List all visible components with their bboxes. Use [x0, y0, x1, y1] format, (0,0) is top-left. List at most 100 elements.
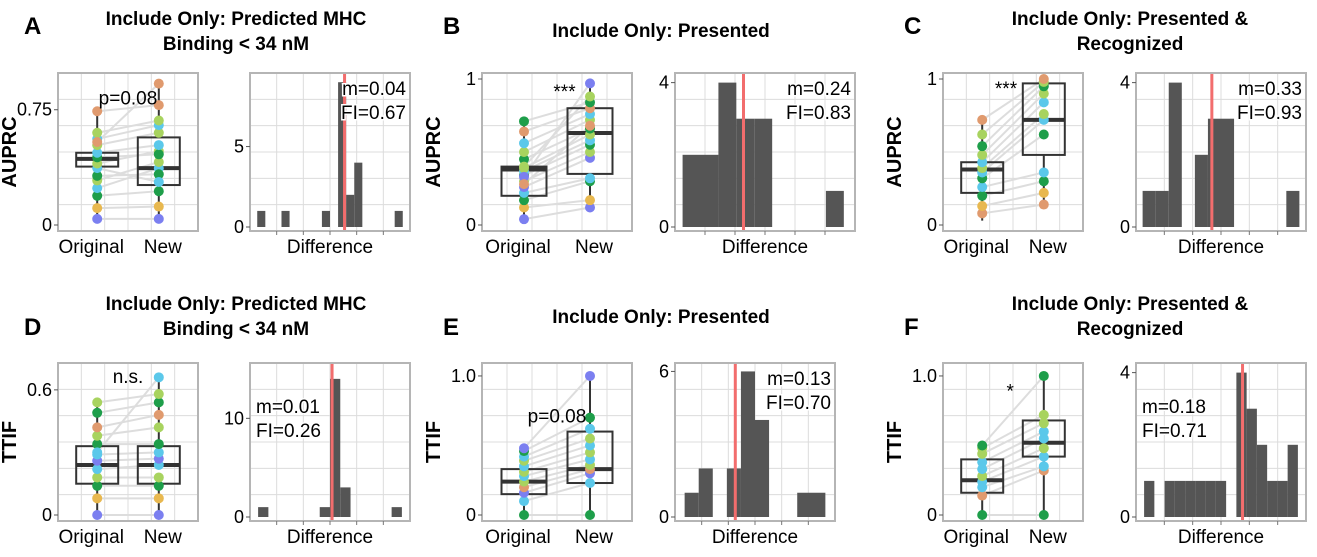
data-point-original	[519, 154, 529, 165]
data-point-new	[585, 440, 595, 451]
histogram-bar	[1144, 480, 1155, 517]
panel-letter: A	[24, 13, 41, 40]
histogram-bar	[797, 492, 826, 517]
pair-line	[523, 427, 591, 458]
data-point-new	[1038, 426, 1049, 437]
pair-line	[981, 119, 1045, 174]
boxplot: 0 0.6 TTIF Original New n.s.	[0, 362, 199, 548]
data-point-original	[977, 114, 988, 125]
pair-line	[97, 190, 159, 197]
data-point-new	[153, 409, 164, 420]
plot-frame	[481, 362, 633, 522]
x-tick-label: Original	[58, 527, 123, 548]
plot-frame	[942, 362, 1084, 522]
data-point-original	[977, 190, 988, 201]
data-point-original	[92, 407, 103, 418]
data-point-new	[153, 186, 164, 197]
panel-b: B Include Only: Presented 0 1 AUPRC Original N…	[423, 13, 856, 258]
data-point-original	[977, 141, 988, 152]
data-point-original	[519, 116, 529, 127]
stats-annotation: FI=0.26	[256, 421, 321, 442]
histogram-bar	[1155, 190, 1169, 227]
data-point-new	[153, 472, 164, 483]
data-point-original	[519, 171, 529, 182]
data-point-original	[519, 179, 529, 190]
pair-line	[97, 413, 159, 429]
stats-annotation: m=0.24	[787, 79, 851, 100]
histogram-bar	[684, 492, 699, 517]
histogram-bar	[1277, 480, 1288, 517]
data-point-new	[585, 120, 595, 131]
data-point-new	[153, 480, 164, 491]
data-point-new	[1038, 370, 1049, 381]
histogram-bar	[1195, 480, 1206, 517]
data-point-original	[519, 147, 529, 157]
histogram-bar	[319, 507, 330, 517]
histogram-bar	[1256, 444, 1268, 517]
y-axis-label: TTIF	[423, 421, 445, 463]
data-point-original	[977, 490, 988, 501]
data-point-original	[92, 447, 103, 458]
significance-label: ***	[553, 82, 576, 103]
data-point-original	[92, 203, 103, 214]
stats-annotation: m=0.33	[1238, 79, 1302, 100]
pair-line	[981, 465, 1045, 489]
pair-line	[981, 191, 1045, 207]
data-point-original	[92, 472, 103, 483]
x-tick-label: Original	[943, 527, 1008, 548]
y-axis-label: AUPRC	[884, 116, 906, 187]
panel-title-line: Recognized	[1077, 34, 1184, 55]
histogram-bar	[1168, 82, 1182, 227]
histogram-bar	[755, 419, 770, 517]
y-tick-label: 0	[466, 215, 476, 235]
boxplot: 0 1 AUPRC Original New ***	[423, 69, 633, 258]
histogram: 0 5 Difference m=0.04 FI=0.67	[234, 72, 411, 258]
data-point-new	[585, 478, 595, 489]
stats-annotation: FI=0.93	[1237, 103, 1302, 124]
histogram-bar	[1142, 190, 1156, 227]
y-tick-label: 6	[659, 361, 669, 381]
data-point-new	[153, 100, 164, 111]
data-point-original	[92, 493, 103, 504]
stats-annotation: m=0.04	[342, 79, 406, 100]
data-point-new	[153, 169, 164, 180]
data-point-new	[1038, 443, 1049, 454]
panel-letter: D	[24, 314, 41, 341]
y-tick-label: 1.0	[451, 366, 476, 386]
data-point-original	[92, 480, 103, 491]
histogram: 0 10 Difference m=0.01 FI=0.26	[224, 362, 411, 548]
data-point-new	[1038, 109, 1049, 120]
x-tick-label: New	[144, 237, 182, 258]
pair-line	[523, 118, 591, 153]
pair-line	[97, 144, 159, 154]
data-point-new	[153, 149, 164, 160]
data-point-new	[1038, 418, 1049, 429]
data-point-original	[92, 190, 103, 201]
data-point-original	[977, 157, 988, 168]
pair-line	[523, 416, 591, 452]
pair-line	[981, 81, 1045, 136]
histogram-bar	[1205, 480, 1216, 517]
data-point-new	[153, 372, 164, 383]
data-point-new	[153, 201, 164, 212]
histogram-bar	[700, 154, 719, 227]
histogram-bar	[258, 507, 269, 517]
data-point-original	[519, 161, 529, 172]
data-point-new	[153, 176, 164, 187]
y-tick-label: 1	[466, 69, 476, 89]
histogram-bar	[1221, 118, 1235, 227]
data-point-new	[1038, 199, 1049, 210]
data-point-new	[1038, 74, 1049, 84]
panel-title-line: Include Only: Presented &	[1012, 9, 1249, 30]
histogram-bar	[718, 82, 737, 227]
data-point-new	[585, 173, 595, 184]
x-axis-label: Difference	[287, 237, 373, 258]
pair-line	[97, 205, 159, 210]
data-point-new	[585, 370, 595, 381]
histogram-bar	[698, 468, 713, 517]
pair-line	[97, 119, 159, 134]
y-tick-label: 0	[466, 505, 476, 525]
x-tick-label: New	[1029, 527, 1067, 548]
data-point-original	[519, 214, 529, 225]
